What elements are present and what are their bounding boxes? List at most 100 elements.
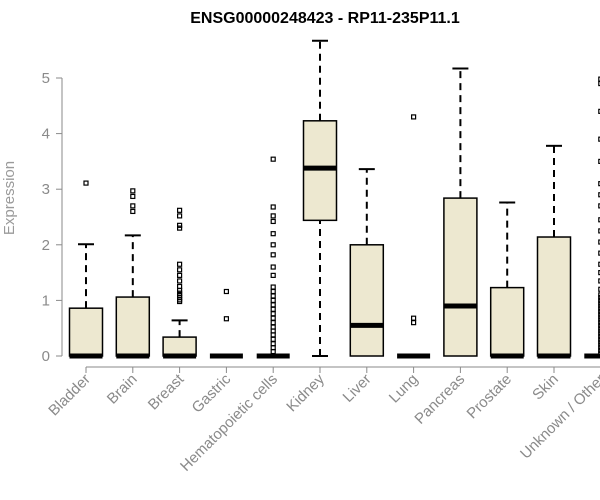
y-tick-label: 1 xyxy=(42,292,50,309)
box xyxy=(115,296,151,357)
box-group-kidney xyxy=(302,39,338,357)
x-tick-label: Breast xyxy=(145,370,188,413)
outlier-point xyxy=(223,316,229,322)
outlier-point xyxy=(598,339,600,345)
outlier-point xyxy=(598,311,600,317)
x-tick-label: Pancreas xyxy=(411,371,468,428)
outlier-point xyxy=(598,203,600,209)
y-axis-label: Expression xyxy=(1,161,18,235)
outlier-point xyxy=(177,272,183,278)
outlier-point xyxy=(270,231,276,237)
boxes xyxy=(68,39,600,359)
outlier-point xyxy=(270,306,276,312)
outlier-point xyxy=(270,264,276,270)
outlier-point xyxy=(598,158,600,164)
outlier-point xyxy=(598,250,600,256)
box-group-bladder xyxy=(68,180,104,359)
box-group-skin xyxy=(536,144,572,359)
box xyxy=(302,120,338,222)
outlier-point xyxy=(130,208,136,215)
box xyxy=(68,307,104,357)
outlier-point xyxy=(270,252,276,258)
box-group-unknown-other xyxy=(584,76,600,359)
outlier-point xyxy=(598,308,600,315)
outlier-point xyxy=(598,261,600,267)
box-group-gastric xyxy=(209,288,243,359)
outlier-point xyxy=(177,278,183,284)
outlier-point xyxy=(177,261,183,267)
outlier-point xyxy=(411,315,417,321)
box xyxy=(536,236,572,357)
outlier-point xyxy=(270,297,276,303)
outlier-point xyxy=(177,267,183,273)
outlier-point xyxy=(177,225,183,231)
box-group-brain xyxy=(115,188,151,359)
outlier-point xyxy=(598,328,600,334)
outlier-point xyxy=(598,342,600,348)
outlier-point xyxy=(598,239,600,245)
box xyxy=(489,286,525,357)
box-group-pancreas xyxy=(443,67,478,357)
y-tick-label: 3 xyxy=(42,181,50,198)
outlier-point xyxy=(598,228,600,234)
outlier-point xyxy=(598,76,600,82)
x-tick-label: Lung xyxy=(386,371,422,407)
outlier-point xyxy=(598,350,600,356)
outlier-point xyxy=(130,188,136,194)
x-tick-label: Brain xyxy=(104,371,141,408)
outlier-point xyxy=(270,272,276,278)
outlier-point xyxy=(598,345,600,351)
box-group-liver xyxy=(349,168,385,357)
outlier-point xyxy=(130,203,136,209)
box-group-hematopoietic-cells xyxy=(256,156,290,359)
outlier-point xyxy=(177,207,183,213)
outlier-point xyxy=(177,283,183,290)
outlier-point xyxy=(598,292,600,298)
outlier-point xyxy=(598,297,600,303)
y-tick-label: 5 xyxy=(42,70,50,87)
box-group-lung xyxy=(397,114,431,359)
outlier-point xyxy=(411,320,417,326)
outlier-point xyxy=(270,302,276,308)
box xyxy=(162,336,197,357)
outlier-point xyxy=(411,114,417,120)
outlier-point xyxy=(598,347,600,354)
outlier-point xyxy=(270,320,276,326)
outlier-point xyxy=(270,336,276,342)
outlier-point xyxy=(598,192,600,198)
x-tick-label: Prostate xyxy=(463,371,515,423)
x-tick-label: Bladder xyxy=(45,371,94,420)
box xyxy=(349,244,385,357)
outlier-point xyxy=(270,288,276,295)
chart-title: ENSG00000248423 - RP11-235P11.1 xyxy=(190,10,460,27)
outlier-point xyxy=(270,242,276,248)
outlier-point xyxy=(270,213,276,219)
outlier-point xyxy=(598,317,600,323)
outlier-point xyxy=(598,306,600,312)
outlier-point xyxy=(270,204,276,210)
outlier-point xyxy=(598,325,600,331)
y-tick-label: 0 xyxy=(42,348,50,365)
outlier-point xyxy=(598,278,600,284)
outlier-point xyxy=(598,314,600,320)
outlier-point xyxy=(598,303,600,309)
box-group-prostate xyxy=(489,201,525,359)
outlier-point xyxy=(598,80,600,87)
x-tick-label: Liver xyxy=(340,371,375,406)
outlier-point xyxy=(598,108,600,114)
outlier-point xyxy=(598,300,600,306)
outlier-point xyxy=(598,295,600,301)
outlier-point xyxy=(598,322,600,329)
outlier-point xyxy=(270,311,276,317)
outlier-point xyxy=(598,336,600,342)
outlier-point xyxy=(83,180,89,186)
outlier-point xyxy=(598,136,600,142)
x-tick-label: Gastric xyxy=(189,370,235,416)
outlier-point xyxy=(598,286,600,292)
outlier-point xyxy=(223,288,229,295)
box xyxy=(443,197,478,357)
outlier-point xyxy=(177,290,183,296)
outlier-point xyxy=(598,333,600,340)
